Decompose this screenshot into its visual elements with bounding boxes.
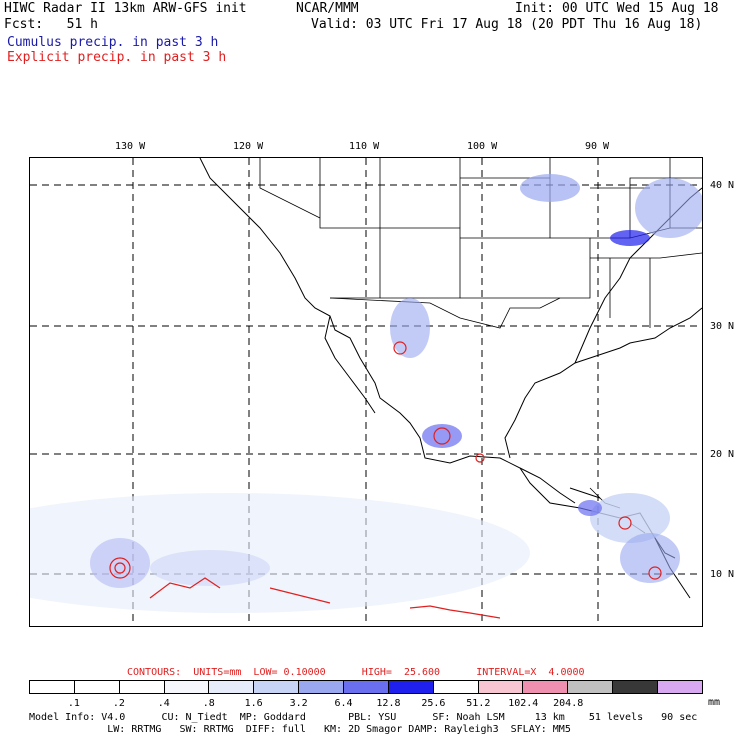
legend-swatch — [254, 681, 300, 693]
legend-swatch — [299, 681, 345, 693]
model-info-line1: Model Info: V4.0 CU: N_Tiedt MP: Goddard… — [29, 712, 698, 723]
legend-swatch — [433, 681, 479, 693]
legend-swatch — [119, 681, 165, 693]
legend-tick-label: 3.2 — [289, 698, 308, 709]
legend-unit: mm — [708, 697, 721, 708]
legend-swatch — [30, 681, 75, 693]
lat-label-10n: 10 N — [710, 569, 735, 580]
legend-swatch — [568, 681, 614, 693]
explicit-precip-contours — [109, 341, 662, 619]
legend-swatch — [523, 681, 569, 693]
cumulus-precip-label: Cumulus precip. in past 3 h — [7, 35, 219, 50]
legend-tick-label: 102.4 — [508, 698, 539, 709]
legend-tick-label: .1 — [67, 698, 80, 709]
legend-tick-label: .4 — [157, 698, 170, 709]
cumulus-precip-shading — [30, 174, 702, 613]
lon-label-100w: 100 W — [467, 141, 498, 152]
color-scale-legend — [29, 680, 703, 694]
model-info-line2: LW: RRTMG SW: RRTMG DIFF: full KM: 2D Sm… — [29, 724, 571, 735]
lon-label-120w: 120 W — [233, 141, 264, 152]
legend-tick-label: 25.6 — [421, 698, 446, 709]
init-time: Init: 00 UTC Wed 15 Aug 18 — [515, 1, 719, 16]
map-drawing — [30, 158, 702, 626]
org-label: NCAR/MMM — [296, 1, 359, 16]
forecast-hour: Fcst: 51 h — [4, 17, 98, 32]
legend-tick-label: 1.6 — [244, 698, 263, 709]
legend-tick-label: 6.4 — [334, 698, 353, 709]
lat-label-20n: 20 N — [710, 449, 735, 460]
lon-label-130w: 130 W — [115, 141, 146, 152]
legend-tick-label: 51.2 — [466, 698, 491, 709]
precip-map — [29, 157, 703, 627]
legend-swatch — [658, 681, 702, 693]
lat-label-30n: 30 N — [710, 321, 735, 332]
political-borders — [259, 158, 702, 534]
legend-tick-label: .8 — [202, 698, 215, 709]
lon-label-90w: 90 W — [585, 141, 610, 152]
legend-tick-label: 204.8 — [553, 698, 584, 709]
legend-tick-label: .2 — [112, 698, 125, 709]
valid-time: Valid: 03 UTC Fri 17 Aug 18 (20 PDT Thu … — [311, 17, 703, 32]
lon-label-110w: 110 W — [349, 141, 380, 152]
legend-swatch — [613, 681, 659, 693]
legend-swatch — [74, 681, 120, 693]
legend-swatch — [344, 681, 389, 693]
explicit-precip-label: Explicit precip. in past 3 h — [7, 50, 227, 65]
legend-swatch — [209, 681, 255, 693]
legend-tick-label: 12.8 — [376, 698, 401, 709]
legend-swatch — [478, 681, 524, 693]
map-title: HIWC Radar II 13km ARW-GFS init — [4, 1, 247, 16]
legend-swatch — [388, 681, 434, 693]
contours-info: CONTOURS: UNITS=mm LOW= 0.10000 HIGH= 25… — [127, 667, 585, 678]
lat-label-40n: 40 N — [710, 180, 735, 191]
legend-swatch — [164, 681, 210, 693]
